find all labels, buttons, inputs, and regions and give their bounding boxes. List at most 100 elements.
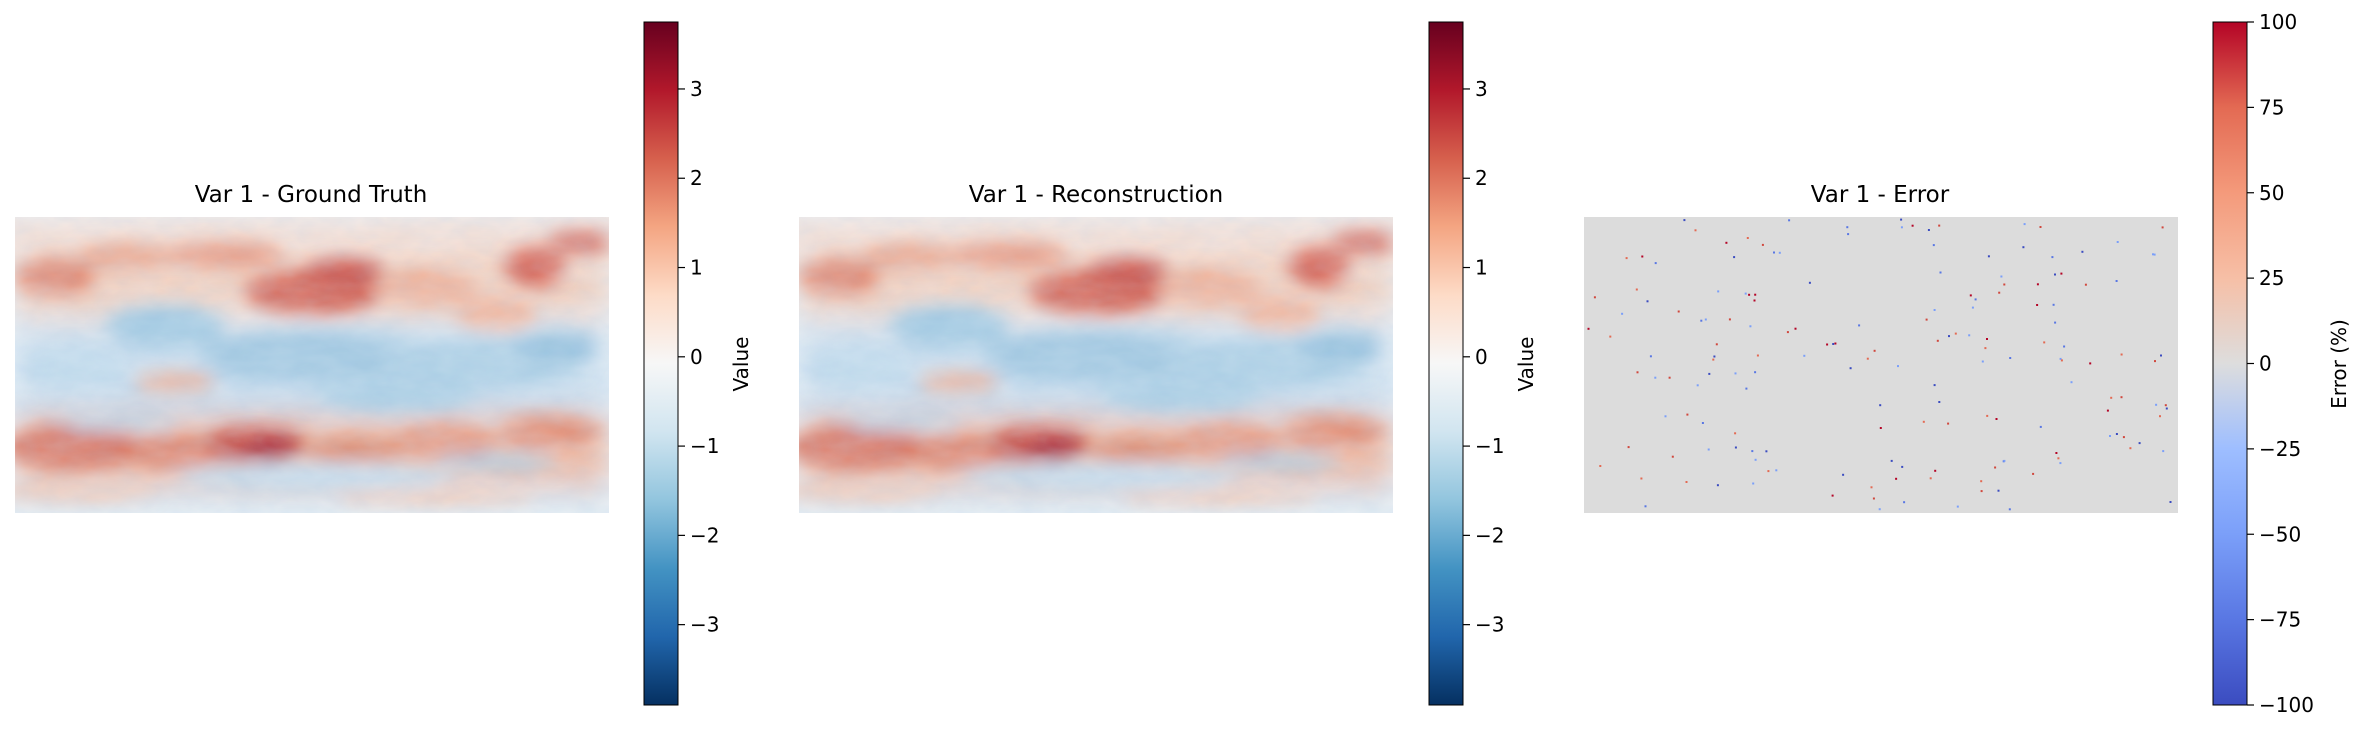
error-pixel bbox=[2115, 280, 2118, 282]
error-pixel bbox=[1936, 339, 1939, 342]
error-pixel bbox=[1717, 290, 1720, 293]
colorbar-tick-label: 75 bbox=[2259, 95, 2284, 119]
colorbar-tick-label: 3 bbox=[1475, 77, 1488, 101]
error-pixel bbox=[1981, 360, 1984, 363]
error-pixel bbox=[1922, 420, 1925, 423]
error-pixel bbox=[2169, 501, 2172, 503]
error-pixel bbox=[1901, 465, 1904, 468]
error-pixel bbox=[1987, 255, 1990, 258]
colorbar-tick-label: 2 bbox=[1475, 166, 1488, 190]
error-pixel bbox=[1646, 300, 1649, 303]
error-pixel bbox=[1725, 241, 1728, 244]
error-pixel bbox=[1765, 450, 1768, 453]
error-pixel bbox=[1728, 318, 1731, 321]
error-pixel bbox=[1751, 450, 1754, 453]
colorbar-tick-label: 100 bbox=[2259, 10, 2297, 34]
colorbar-tick-label: −3 bbox=[1475, 613, 1504, 637]
colorbar-ground-truth: −3 −2 −1 0 1 2 3 Value bbox=[643, 21, 753, 706]
error-pixel bbox=[2164, 404, 2167, 407]
error-pixel bbox=[1794, 327, 1797, 330]
error-pixel bbox=[1593, 296, 1596, 299]
error-pixel bbox=[2160, 354, 2162, 357]
colorbar-2-label: Value bbox=[1514, 337, 1538, 392]
error-pixel bbox=[1997, 489, 2000, 492]
error-pixel bbox=[1994, 466, 1997, 469]
error-pixel bbox=[2138, 442, 2141, 445]
error-pixel bbox=[1773, 251, 1775, 254]
colorbar-tick-label: 50 bbox=[2259, 181, 2284, 205]
error-pixel bbox=[1938, 401, 1941, 403]
error-pixel bbox=[1683, 219, 1686, 222]
colorbar-tick-label: −50 bbox=[2259, 522, 2301, 546]
error-pixel bbox=[2120, 353, 2123, 356]
panel-3-title: Var 1 - Error bbox=[1811, 182, 1950, 208]
error-pixel bbox=[2116, 241, 2119, 243]
error-pixel bbox=[1694, 229, 1697, 232]
error-pixel bbox=[2055, 452, 2058, 454]
error-pixel bbox=[1712, 358, 1715, 361]
colorbar-tick-label: 0 bbox=[2259, 352, 2272, 376]
error-pixel bbox=[1748, 293, 1751, 296]
colorbar-tick-label: −1 bbox=[690, 434, 719, 458]
colorbar-tick-label: −2 bbox=[690, 523, 719, 547]
error-pixel bbox=[1599, 465, 1602, 467]
error-pixel bbox=[1980, 480, 1983, 483]
error-pixel bbox=[1734, 372, 1737, 375]
error-pixel bbox=[1879, 404, 1882, 407]
error-pixel bbox=[1715, 343, 1718, 346]
error-pixel bbox=[1873, 349, 1876, 352]
error-pixel bbox=[2161, 226, 2164, 229]
error-pixel bbox=[1756, 354, 1759, 357]
error-pixel bbox=[2153, 253, 2156, 256]
colorbar-tick-label: −75 bbox=[2259, 608, 2301, 632]
error-pixel bbox=[1968, 334, 1971, 337]
error-pixel bbox=[1998, 291, 2001, 294]
error-pixel bbox=[1956, 505, 1959, 508]
error-pixel bbox=[1803, 354, 1806, 357]
colorbar-error: 100 75 50 25 0 −25 −50 −75 −100 Error (%) bbox=[2212, 10, 2351, 717]
error-pixel bbox=[2089, 362, 2092, 365]
error-pixel bbox=[1984, 347, 1987, 350]
colorbar-tick-label: −25 bbox=[2259, 437, 2301, 461]
error-pixel bbox=[1671, 455, 1674, 458]
colorbar-3-ticks: 100 75 50 25 0 −25 −50 −75 −100 bbox=[2247, 10, 2314, 717]
error-pixel bbox=[2043, 341, 2046, 344]
colorbar-3-label: Error (%) bbox=[2327, 319, 2351, 409]
error-pixel bbox=[1752, 482, 1755, 485]
error-pixel bbox=[2057, 457, 2060, 460]
error-pixel bbox=[1826, 343, 1829, 346]
error-pixel bbox=[2008, 508, 2011, 511]
error-speckles bbox=[1587, 218, 2172, 511]
error-pixel bbox=[1627, 446, 1630, 449]
error-pixel bbox=[1866, 357, 1869, 360]
error-pixel bbox=[1878, 508, 1881, 511]
error-pixel bbox=[1609, 335, 1612, 338]
error-pixel bbox=[2084, 283, 2087, 286]
error-background bbox=[1584, 217, 2178, 513]
error-pixel bbox=[2009, 357, 2012, 359]
error-pixel bbox=[2120, 396, 2123, 399]
colorbar-tick-label: 3 bbox=[690, 77, 703, 101]
error-pixel bbox=[1895, 477, 1898, 480]
error-pixel bbox=[1778, 251, 1781, 254]
error-pixel bbox=[1934, 469, 1937, 472]
error-pixel bbox=[1754, 293, 1757, 296]
error-pixel bbox=[1649, 355, 1652, 358]
error-pixel bbox=[1733, 256, 1736, 259]
error-pixel bbox=[2152, 253, 2154, 256]
error-pixel bbox=[1587, 327, 1590, 330]
colorbar-tick-label: −100 bbox=[2259, 693, 2314, 717]
error-pixel bbox=[1664, 415, 1667, 418]
colorbar-tick-label: 0 bbox=[1475, 345, 1488, 369]
error-pixel bbox=[1938, 224, 1941, 227]
error-pixel bbox=[1929, 477, 1932, 480]
error-pixel bbox=[1948, 335, 1950, 338]
error-pixel bbox=[2059, 462, 2062, 465]
colorbar-tick-label: −1 bbox=[1475, 434, 1504, 458]
colorbar-1-gradient bbox=[643, 21, 679, 706]
error-pixel bbox=[1969, 294, 1972, 297]
error-pixel bbox=[2003, 283, 2006, 286]
error-pixel bbox=[1745, 387, 1748, 390]
error-pixel bbox=[2051, 256, 2054, 259]
